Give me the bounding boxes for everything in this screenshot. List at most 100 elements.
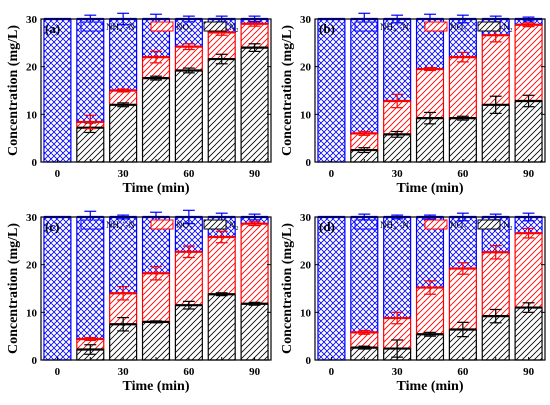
bar-no3-t60 xyxy=(174,46,203,72)
bar-nh4n-t15 xyxy=(350,216,379,333)
y-axis-title: Concentration (mg/L) xyxy=(6,25,21,156)
y-tick-label: 0 xyxy=(306,355,312,367)
legend-label-0: NH4+-N xyxy=(106,220,135,232)
x-tick-label: 30 xyxy=(392,366,404,378)
legend-label-2: N2 xyxy=(503,220,513,232)
panel-label: (d) xyxy=(319,219,335,234)
y-axis-title: Concentration (mg/L) xyxy=(280,25,295,156)
x-tick-label: 0 xyxy=(329,366,335,378)
bar-n2-t60 xyxy=(448,117,477,163)
legend-swatch-0 xyxy=(80,21,104,32)
y-axis-title: Concentration (mg/L) xyxy=(280,223,295,354)
legend-swatch-0 xyxy=(354,219,378,230)
legend-swatch-1 xyxy=(424,219,448,230)
x-tick-label: 60 xyxy=(183,168,195,180)
x-tick-label: 90 xyxy=(523,366,535,378)
bar-nh4n-t60 xyxy=(448,18,477,58)
y-tick-label: 30 xyxy=(300,14,312,26)
bar-nh4n-t0 xyxy=(43,216,72,361)
bar-nh4n-t0 xyxy=(317,18,346,163)
legend-swatch-2 xyxy=(477,21,501,32)
legend-label-1: NO3− xyxy=(176,220,196,232)
panel-label: (c) xyxy=(45,219,59,234)
legend-swatch-1 xyxy=(150,21,174,32)
legend-swatch-0 xyxy=(80,219,104,230)
panel-2: 0 10 20 30 0 30 60 90 Time (min) Concentration (m… xyxy=(6,209,272,394)
bar-n2-t75 xyxy=(481,104,510,163)
y-tick-label: 10 xyxy=(300,307,312,319)
bar-n2-t90 xyxy=(240,46,269,163)
bar-n2-t75 xyxy=(207,58,236,163)
y-tick-label: 0 xyxy=(32,157,38,169)
legend-label-1: NO3− xyxy=(450,220,470,232)
legend-label-2: N2 xyxy=(503,22,513,34)
x-tick-label: 90 xyxy=(249,366,261,378)
x-axis-title: Time (min) xyxy=(396,181,463,196)
y-tick-label: 10 xyxy=(300,109,312,121)
bar-no3-t75 xyxy=(207,236,236,295)
panel-label: (b) xyxy=(319,21,335,36)
x-axis-title: Time (min) xyxy=(122,181,189,196)
x-tick-label: 0 xyxy=(329,168,335,180)
bar-no3-t90 xyxy=(514,24,543,102)
bar-nh4n-t0 xyxy=(43,18,72,163)
bar-nh4n-t15 xyxy=(76,18,105,123)
panel-1: 0 10 20 30 0 30 60 90 Time (min) Concentration (m… xyxy=(280,12,546,196)
bar-nh4n-t15 xyxy=(350,18,379,135)
panel-3: 0 10 20 30 0 30 60 90 Time (min) Concentration (m… xyxy=(280,212,546,394)
y-tick-label: 30 xyxy=(26,212,38,224)
y-tick-label: 30 xyxy=(300,212,312,224)
legend-swatch-2 xyxy=(477,219,501,230)
bar-nh4n-t15 xyxy=(76,216,105,340)
panel-label: (a) xyxy=(45,21,60,36)
bar-n2-t75 xyxy=(207,293,236,361)
legend-label-0: NH4+-N xyxy=(380,220,409,232)
y-tick-label: 20 xyxy=(26,62,38,74)
bar-n2-t75 xyxy=(481,315,510,361)
x-tick-label: 30 xyxy=(118,366,130,378)
bar-nh4n-t0 xyxy=(317,216,346,361)
y-tick-label: 0 xyxy=(306,157,312,169)
bar-no3-t75 xyxy=(481,34,510,106)
legend-label-0: NH4+-N xyxy=(380,22,409,34)
x-tick-label: 90 xyxy=(249,168,261,180)
x-tick-label: 0 xyxy=(55,168,61,180)
bar-n2-t90 xyxy=(514,100,543,163)
bar-no3-t60 xyxy=(448,267,477,331)
y-tick-label: 20 xyxy=(300,62,312,74)
bar-n2-t90 xyxy=(514,306,543,361)
x-axis-title: Time (min) xyxy=(122,379,189,394)
bar-no3-t60 xyxy=(448,56,477,119)
y-tick-label: 30 xyxy=(26,14,38,26)
bar-no3-t90 xyxy=(514,232,543,309)
legend-label-1: NO3− xyxy=(176,22,196,34)
bar-nh4n-t30 xyxy=(383,216,412,319)
legend-swatch-2 xyxy=(203,21,227,32)
bar-n2-t30 xyxy=(109,104,138,163)
bar-no3-t60 xyxy=(174,251,203,306)
bar-n2-t45 xyxy=(141,321,171,361)
legend-swatch-1 xyxy=(150,219,174,230)
bar-n2-t45 xyxy=(415,117,445,163)
legend-label-1: NO3− xyxy=(450,22,470,34)
legend-swatch-2 xyxy=(203,219,227,230)
x-tick-label: 60 xyxy=(183,366,195,378)
bar-no3-t45 xyxy=(141,272,171,323)
panel-0: 0 10 20 30 0 30 60 90 Time (min) Concentration (m… xyxy=(6,12,272,196)
bar-n2-t45 xyxy=(141,77,171,163)
bar-n2-t90 xyxy=(240,303,269,361)
x-tick-label: 60 xyxy=(457,366,469,378)
x-axis-title: Time (min) xyxy=(396,379,463,394)
legend-swatch-1 xyxy=(424,21,448,32)
x-tick-label: 30 xyxy=(118,168,130,180)
y-tick-label: 20 xyxy=(26,260,38,272)
bar-n2-t60 xyxy=(174,69,203,163)
x-tick-label: 90 xyxy=(523,168,535,180)
bar-n2-t30 xyxy=(383,133,412,163)
legend-label-2: N2 xyxy=(229,220,239,232)
y-tick-label: 20 xyxy=(300,260,312,272)
x-tick-label: 0 xyxy=(55,366,61,378)
bar-n2-t60 xyxy=(174,304,203,361)
legend-swatch-0 xyxy=(354,21,378,32)
